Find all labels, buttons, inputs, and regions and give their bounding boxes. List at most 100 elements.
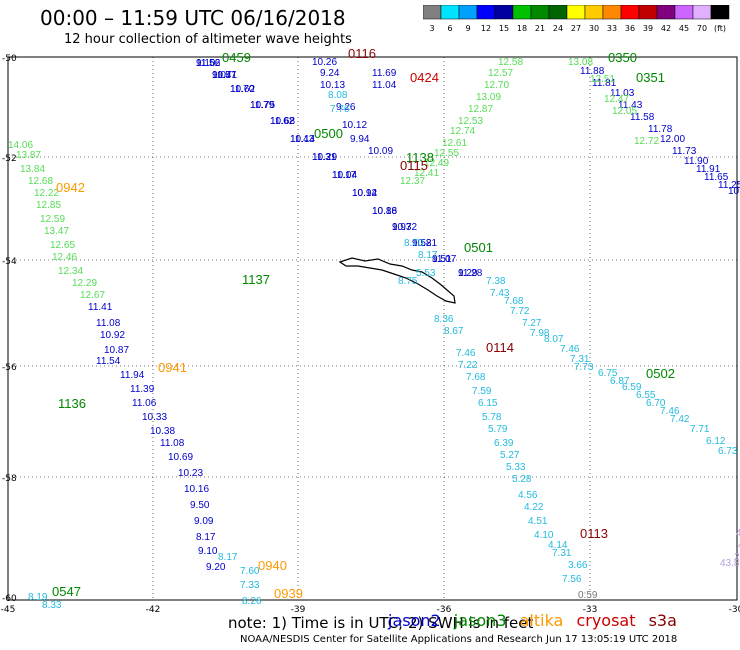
swh-value-label: 8.17: [418, 250, 438, 261]
swh-value-label: 7.71: [690, 424, 710, 435]
colorbar-tick-label: 45: [679, 24, 689, 33]
swh-value-label: 12.29: [72, 278, 97, 289]
swh-value-label: 9.52: [412, 238, 432, 249]
swh-value-label: 9.09: [194, 516, 214, 527]
swh-value-label: 12.58: [498, 57, 523, 68]
swh-value-label: 11.65: [704, 172, 729, 183]
colorbar-tick-label: 39: [643, 24, 653, 33]
swh-value-label: 10.69: [168, 452, 193, 463]
longitude-label: -42: [146, 605, 161, 615]
pass-time-label: 0459: [222, 50, 251, 65]
swh-value-label: 8.70: [404, 238, 424, 249]
swh-value-label: 10.26: [312, 57, 337, 68]
swh-value-label: 12.57: [488, 68, 513, 79]
colorbar-tick-label: 12: [481, 24, 491, 33]
latitude-label: -56: [2, 363, 17, 373]
swh-value-label: 10.14: [290, 134, 315, 145]
swh-value-label: 12.70: [484, 80, 509, 91]
swh-value-label: 7.59: [472, 386, 492, 397]
swh-value-label: 10.41: [212, 70, 237, 81]
swh-value-label: 10.12: [342, 120, 367, 131]
swh-value-label: 6.73: [718, 446, 738, 457]
swh-value-label: 4.51: [528, 516, 548, 527]
swh-value-label: 10.09: [368, 146, 393, 157]
swh-value-label: 10.81: [412, 238, 437, 249]
swh-value-label: 5.27: [500, 450, 520, 461]
swh-value-label: 7.38: [486, 276, 506, 287]
swh-value-label: 12.41: [414, 168, 439, 179]
swh-value-label: 12.55: [434, 148, 459, 159]
swh-value-label: 11.62: [270, 116, 295, 127]
swh-value-label: 10.94: [352, 188, 377, 199]
swh-value-label: 7.27: [522, 318, 542, 329]
swh-value-label: 7.76: [330, 104, 350, 115]
swh-value-label: 12.65: [50, 240, 75, 251]
colorbar-tick-label: 9: [465, 24, 470, 33]
swh-value-label: 12.37: [400, 176, 425, 187]
swh-value-label: 12.22: [34, 188, 59, 199]
longitude-label: -33: [583, 605, 598, 615]
swh-value-label: 6.70: [646, 398, 666, 409]
swh-value-label: 7.60: [240, 566, 260, 577]
latitude-label: -52: [2, 154, 17, 164]
swh-value-label: 9.10: [198, 546, 218, 557]
swh-value-label: 4.56: [518, 490, 538, 501]
swh-value-label: 10.13: [320, 80, 345, 91]
swh-value-label: 8.26: [242, 596, 262, 607]
swh-value-label: 12.46: [52, 252, 77, 263]
swh-value-label: 8.07: [544, 334, 564, 345]
footnote: note: 1) Time is in UTC; 2) SWH is in fe…: [228, 614, 534, 632]
pass-time-label: 0940: [258, 558, 287, 573]
swh-value-label: 11.56: [196, 58, 221, 69]
swh-value-label: 5.53: [416, 268, 436, 279]
swh-value-label: 7.68: [466, 372, 486, 383]
swh-value-label: 2.9: [734, 552, 740, 563]
legend-cryosat: cryosat: [576, 611, 636, 630]
map-subtitle: 12 hour collection of altimeter wave hei…: [64, 32, 352, 47]
swh-value-label: 7.42: [670, 414, 690, 425]
swh-value-label: 12.53: [458, 116, 483, 127]
swh-value-label: 12.87: [468, 104, 493, 115]
swh-value-label: 11.70: [230, 84, 255, 95]
swh-value-label: 7.46: [456, 348, 476, 359]
swh-value-label: 11.04: [372, 80, 397, 91]
pass-time-label: 0502: [646, 366, 675, 381]
colorbar-tick-label: 42: [661, 24, 671, 33]
pass-time-label: 1136: [58, 396, 86, 411]
swh-value-label: 12.72: [634, 136, 659, 147]
swh-value-label: 7.72: [510, 306, 530, 317]
swh-value-label: 8.17: [196, 532, 216, 543]
swh-value-label: 3.66: [568, 560, 588, 571]
swh-value-label: 7.31: [570, 354, 590, 365]
swh-value-label: 7.43: [490, 288, 510, 299]
swh-value-label: 5.28: [512, 474, 532, 485]
swh-value-label: 9.07: [212, 70, 232, 81]
pass-time-label: 0114: [486, 340, 514, 355]
swh-value-label: 8.08: [328, 90, 348, 101]
swh-value-label: 11.06: [132, 398, 157, 409]
legend-jason2: jason2: [388, 611, 441, 630]
swh-value-label: 6.87: [610, 376, 630, 387]
credit-line: NOAA/NESDIS Center for Satellite Applica…: [240, 634, 678, 645]
swh-value-label: 11.07: [432, 254, 457, 265]
colorbar-tick-label: 18: [517, 24, 527, 33]
south-georgia-island: [338, 257, 456, 304]
swh-value-label: 8.36: [434, 314, 454, 325]
swh-value-label: 4.0: [738, 540, 740, 551]
swh-value-label: 12.05: [612, 106, 637, 117]
latitude-label: -58: [2, 474, 17, 484]
swh-value-label: 6.39: [494, 438, 514, 449]
swh-value-label: 9.50: [190, 500, 210, 511]
colorbar-tick-label: 24: [553, 24, 563, 33]
longitude-label: -36: [437, 605, 452, 615]
swh-value-label: 10.23: [178, 468, 203, 479]
colorbar-tick-label: (ft): [714, 24, 726, 33]
swh-value-label: 9.29: [458, 268, 478, 279]
swh-value-label: 12.59: [40, 214, 65, 225]
swh-value-label: 11.08: [160, 438, 185, 449]
swh-value-label: 4.14: [548, 540, 568, 551]
swh-value-label: 11.90: [684, 156, 709, 167]
legend-jason3: jason3: [453, 611, 507, 630]
pass-time-label: 0942: [56, 180, 85, 195]
swh-value-label: 9.20: [206, 562, 226, 573]
